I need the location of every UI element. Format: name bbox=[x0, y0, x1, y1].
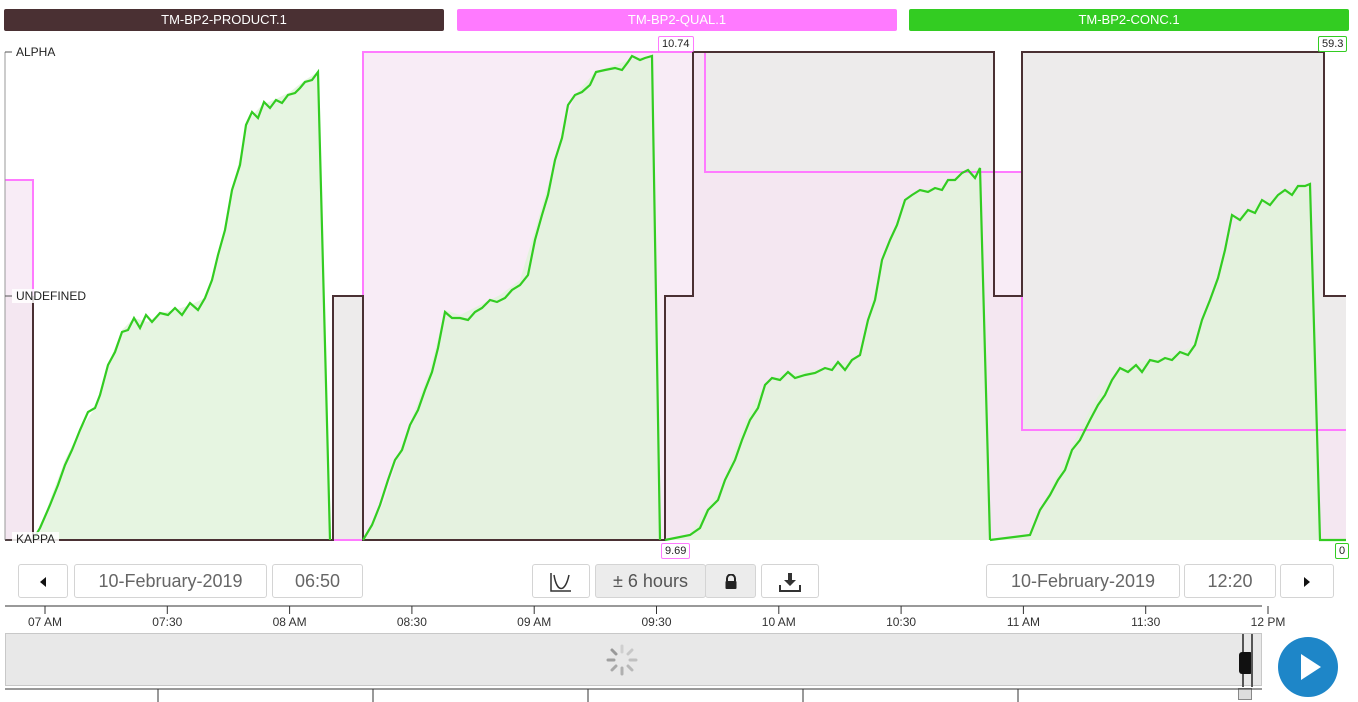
lock-button[interactable] bbox=[705, 564, 756, 598]
qual-min-tag: 9.69 bbox=[661, 543, 691, 559]
timeline-axis bbox=[5, 605, 1269, 614]
legend-product[interactable]: TM-BP2-PRODUCT.1 bbox=[4, 9, 444, 31]
play-icon bbox=[1301, 654, 1321, 680]
range-selector[interactable]: ± 6 hours bbox=[595, 564, 706, 598]
conc-max-tag: 59.3 bbox=[1318, 36, 1348, 52]
timeline-tick-label: 07:30 bbox=[152, 615, 183, 629]
conc-min-tag: 0 bbox=[1335, 543, 1350, 559]
axis-label-undefined: UNDEFINED bbox=[12, 289, 91, 303]
conc-line-2 bbox=[362, 54, 662, 541]
conc-area-3 bbox=[665, 168, 990, 540]
timeline-tick-label: 09 AM bbox=[517, 615, 552, 629]
conc-area bbox=[33, 72, 330, 540]
curve-button[interactable] bbox=[532, 564, 590, 598]
timeline-tick-label: 11 AM bbox=[1006, 615, 1040, 629]
triangle-left-icon bbox=[40, 577, 46, 588]
timeline-tick-label: 08 AM bbox=[272, 615, 307, 629]
triangle-right-icon bbox=[1304, 577, 1310, 588]
qual-max-tag: 10.74 bbox=[658, 36, 694, 52]
end-time-field[interactable]: 12:20 bbox=[1184, 564, 1276, 598]
download-button[interactable] bbox=[761, 564, 819, 598]
spinner-icon bbox=[606, 644, 638, 676]
download-icon bbox=[779, 573, 801, 593]
axis-label-alpha: ALPHA bbox=[12, 45, 60, 59]
conc-line-4 bbox=[989, 182, 1346, 542]
axis-label-kappa: KAPPA bbox=[12, 532, 60, 546]
start-time-field[interactable]: 06:50 bbox=[272, 564, 363, 598]
timeline-tick-label: 09:30 bbox=[641, 615, 672, 629]
prev-button[interactable] bbox=[18, 564, 68, 598]
conc-line bbox=[32, 68, 332, 541]
timeline-tick-label: 11:30 bbox=[1131, 615, 1161, 629]
navigator-handle-right[interactable] bbox=[1251, 634, 1253, 687]
timeline-tick-label: 10 AM bbox=[761, 615, 796, 629]
timeline-tick-label: 10:30 bbox=[886, 615, 917, 629]
start-date-field[interactable]: 10-February-2019 bbox=[74, 564, 267, 598]
navigator-bottom-ticks bbox=[5, 688, 1262, 702]
navigator-handle[interactable] bbox=[1239, 652, 1253, 674]
next-button[interactable] bbox=[1280, 564, 1334, 598]
trend-chart[interactable] bbox=[0, 34, 1358, 559]
conc-line-3 bbox=[664, 167, 992, 542]
range-navigator[interactable] bbox=[5, 633, 1262, 687]
legend-conc[interactable]: TM-BP2-CONC.1 bbox=[909, 9, 1349, 31]
end-date-field[interactable]: 10-February-2019 bbox=[986, 564, 1180, 598]
legend-qual[interactable]: TM-BP2-QUAL.1 bbox=[457, 9, 897, 31]
conc-area-2 bbox=[363, 56, 660, 540]
play-button[interactable] bbox=[1278, 637, 1338, 697]
lock-icon bbox=[725, 573, 736, 590]
timeline-tick-label: 08:30 bbox=[396, 615, 427, 629]
curve-icon bbox=[550, 573, 571, 592]
timeline-tick-label: 12 PM bbox=[1250, 615, 1286, 629]
timeline-tick-label: 07 AM bbox=[27, 615, 63, 629]
